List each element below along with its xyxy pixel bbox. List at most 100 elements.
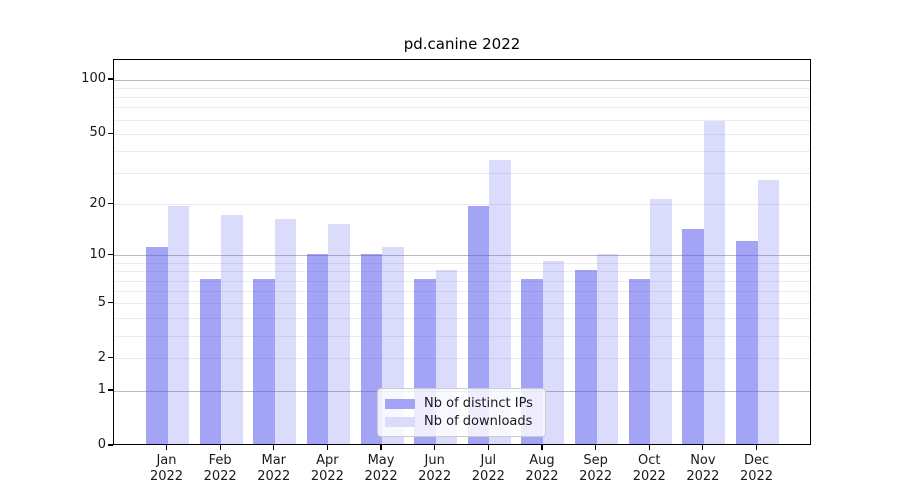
x-tick-label-year: 2022: [310, 469, 344, 484]
x-tick-label-apr: Apr 2022: [287, 453, 367, 485]
bar-downloads-jul: [489, 159, 511, 444]
x-tick-label-year: 2022: [739, 469, 774, 484]
bar-ips-dec: [736, 240, 758, 444]
x-tick-label-month: Jan: [156, 453, 177, 468]
x-tick-label-month: Sep: [583, 453, 608, 468]
x-tick-label-month: Nov: [690, 453, 716, 468]
x-tick-mark-may: [380, 445, 382, 450]
x-tick-label-month: May: [367, 453, 395, 468]
x-tick-label-year: 2022: [257, 469, 291, 484]
x-tick-mark-jan: [165, 445, 168, 450]
bar-downloads-mar: [274, 219, 297, 444]
x-tick-mark-dec: [755, 445, 758, 450]
x-tick-label-year: 2022: [632, 469, 666, 484]
x-tick-label-sep: Sep 2022: [556, 453, 636, 485]
bar-ips-sep: [575, 269, 597, 444]
x-tick-label-month: Apr: [316, 453, 339, 468]
minor-gridline-80: [114, 97, 810, 99]
y-tick-label-1: 1: [97, 382, 106, 398]
x-tick-mark-jul: [487, 445, 489, 450]
x-tick-label-month: Dec: [743, 453, 770, 468]
chart-title: pd.canine 2022: [403, 35, 521, 53]
y-tick-mark-20: [108, 202, 113, 205]
x-tick-label-year: 2022: [686, 469, 720, 484]
minor-gridline-6: [114, 291, 810, 293]
x-tick-label-jun: Jun 2022: [395, 453, 475, 485]
x-tick-label-year: 2022: [203, 469, 237, 484]
legend-label-distinct-ips: Nb of distinct IPs: [424, 395, 533, 411]
y-tick-mark-5: [108, 302, 113, 304]
x-tick-mark-sep: [595, 445, 597, 450]
minor-gridline-90: [114, 87, 810, 89]
bar-ips-jul: [467, 206, 490, 444]
x-tick-mark-jun: [434, 445, 436, 450]
bar-ips-may: [360, 253, 383, 444]
bar-downloads-apr: [328, 224, 350, 444]
major-gridline-10: [114, 255, 810, 257]
minor-gridline-20: [114, 204, 810, 206]
y-tick-label-20: 20: [89, 195, 106, 211]
x-tick-label-may: May 2022: [341, 453, 421, 485]
x-tick-label-dec: Dec 2022: [717, 453, 797, 485]
bar-ips-nov: [682, 229, 704, 444]
bar-downloads-feb: [221, 214, 243, 444]
x-tick-mark-nov: [702, 445, 704, 450]
bar-downloads-dec: [757, 179, 780, 444]
bar-downloads-oct: [650, 198, 672, 444]
minor-gridline-60: [114, 119, 810, 121]
bar-downloads-aug: [542, 261, 565, 444]
bar-ips-mar: [253, 279, 275, 444]
bar-ips-oct: [628, 279, 651, 444]
x-tick-label-mar: Mar 2022: [234, 453, 314, 485]
x-tick-label-feb: Feb 2022: [180, 453, 260, 485]
legend: Nb of distinct IPs Nb of downloads: [377, 388, 546, 437]
minor-gridline-9: [114, 262, 810, 264]
bar-downloads-nov: [703, 120, 726, 444]
y-tick-mark-0: [108, 444, 113, 446]
x-tick-label-month: Mar: [261, 453, 287, 468]
x-tick-label-nov: Nov 2022: [663, 453, 743, 485]
y-tick-label-5: 5: [97, 294, 106, 310]
x-tick-label-year: 2022: [525, 469, 559, 484]
x-tick-label-month: Aug: [529, 453, 555, 468]
y-tick-mark-10: [108, 254, 113, 256]
x-tick-label-year: 2022: [579, 469, 613, 484]
y-tick-label-0: 0: [97, 437, 106, 452]
y-tick-mark-100: [108, 78, 113, 80]
minor-gridline-70: [114, 107, 810, 109]
legend-swatch-downloads: [385, 416, 415, 427]
bar-downloads-sep: [596, 253, 619, 444]
x-tick-mark-aug: [541, 445, 543, 450]
legend-label-downloads: Nb of downloads: [424, 413, 533, 429]
minor-gridline-3: [114, 335, 810, 337]
y-tick-mark-2: [108, 357, 113, 359]
minor-gridline-2: [114, 358, 810, 360]
x-tick-label-year: 2022: [149, 469, 184, 484]
y-tick-label-50: 50: [89, 125, 106, 141]
x-tick-label-jan: Jan 2022: [127, 453, 207, 485]
minor-gridline-50: [114, 133, 810, 135]
minor-gridline-40: [114, 151, 810, 152]
minor-gridline-4: [114, 317, 810, 319]
legend-item-downloads: Nb of downloads: [385, 413, 537, 430]
x-tick-mark-mar: [273, 445, 275, 450]
x-tick-label-month: Oct: [638, 453, 661, 468]
x-tick-mark-feb: [219, 445, 221, 450]
minor-gridline-5: [114, 303, 810, 305]
x-tick-mark-oct: [648, 445, 650, 450]
y-tick-label-10: 10: [89, 246, 106, 262]
bar-downloads-jan: [167, 206, 189, 444]
x-tick-label-year: 2022: [471, 469, 505, 484]
y-tick-label-100: 100: [81, 71, 106, 87]
y-tick-label-2: 2: [97, 349, 106, 365]
x-tick-label-month: Jun: [424, 453, 445, 468]
minor-gridline-8: [114, 271, 810, 273]
bar-ips-apr: [306, 253, 329, 444]
bar-ips-feb: [199, 279, 222, 444]
x-tick-label-oct: Oct 2022: [609, 453, 689, 485]
major-gridline-100: [114, 79, 810, 81]
legend-swatch-distinct-ips: [385, 398, 415, 409]
legend-item-distinct-ips: Nb of distinct IPs: [385, 395, 537, 412]
x-tick-label-jul: Jul 2022: [448, 453, 528, 485]
